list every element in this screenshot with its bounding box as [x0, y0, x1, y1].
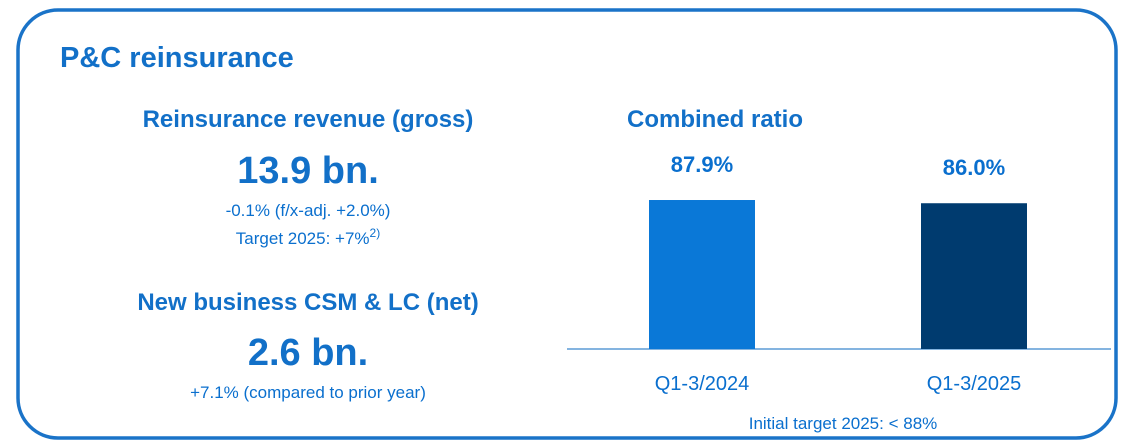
- new-business-value: 2.6 bn.: [248, 332, 368, 374]
- x-tick-label: Q1-3/2025: [927, 373, 1022, 395]
- value-label: 87.9%: [671, 152, 733, 177]
- footnote-mark: 2): [370, 226, 381, 240]
- target-text: Target 2025: +7%: [236, 229, 370, 248]
- value-label: 86.0%: [943, 155, 1005, 180]
- bar: [649, 200, 755, 349]
- x-tick-label: Q1-3/2024: [655, 373, 750, 395]
- revenue-label: Reinsurance revenue (gross): [143, 106, 474, 133]
- revenue-value: 13.9 bn.: [237, 150, 379, 192]
- revenue-change: -0.1% (f/x-adj. +2.0%): [226, 201, 391, 220]
- chart-title: Combined ratio: [627, 106, 803, 133]
- panel-title: P&C reinsurance: [60, 42, 294, 74]
- bar: [921, 203, 1027, 349]
- panel-border: [16, 8, 1118, 440]
- revenue-target: Target 2025: +7%2): [236, 226, 380, 248]
- new-business-label: New business CSM & LC (net): [137, 289, 478, 316]
- new-business-change: +7.1% (compared to prior year): [190, 383, 426, 402]
- annotation: Initial target 2025: < 88%: [749, 414, 938, 433]
